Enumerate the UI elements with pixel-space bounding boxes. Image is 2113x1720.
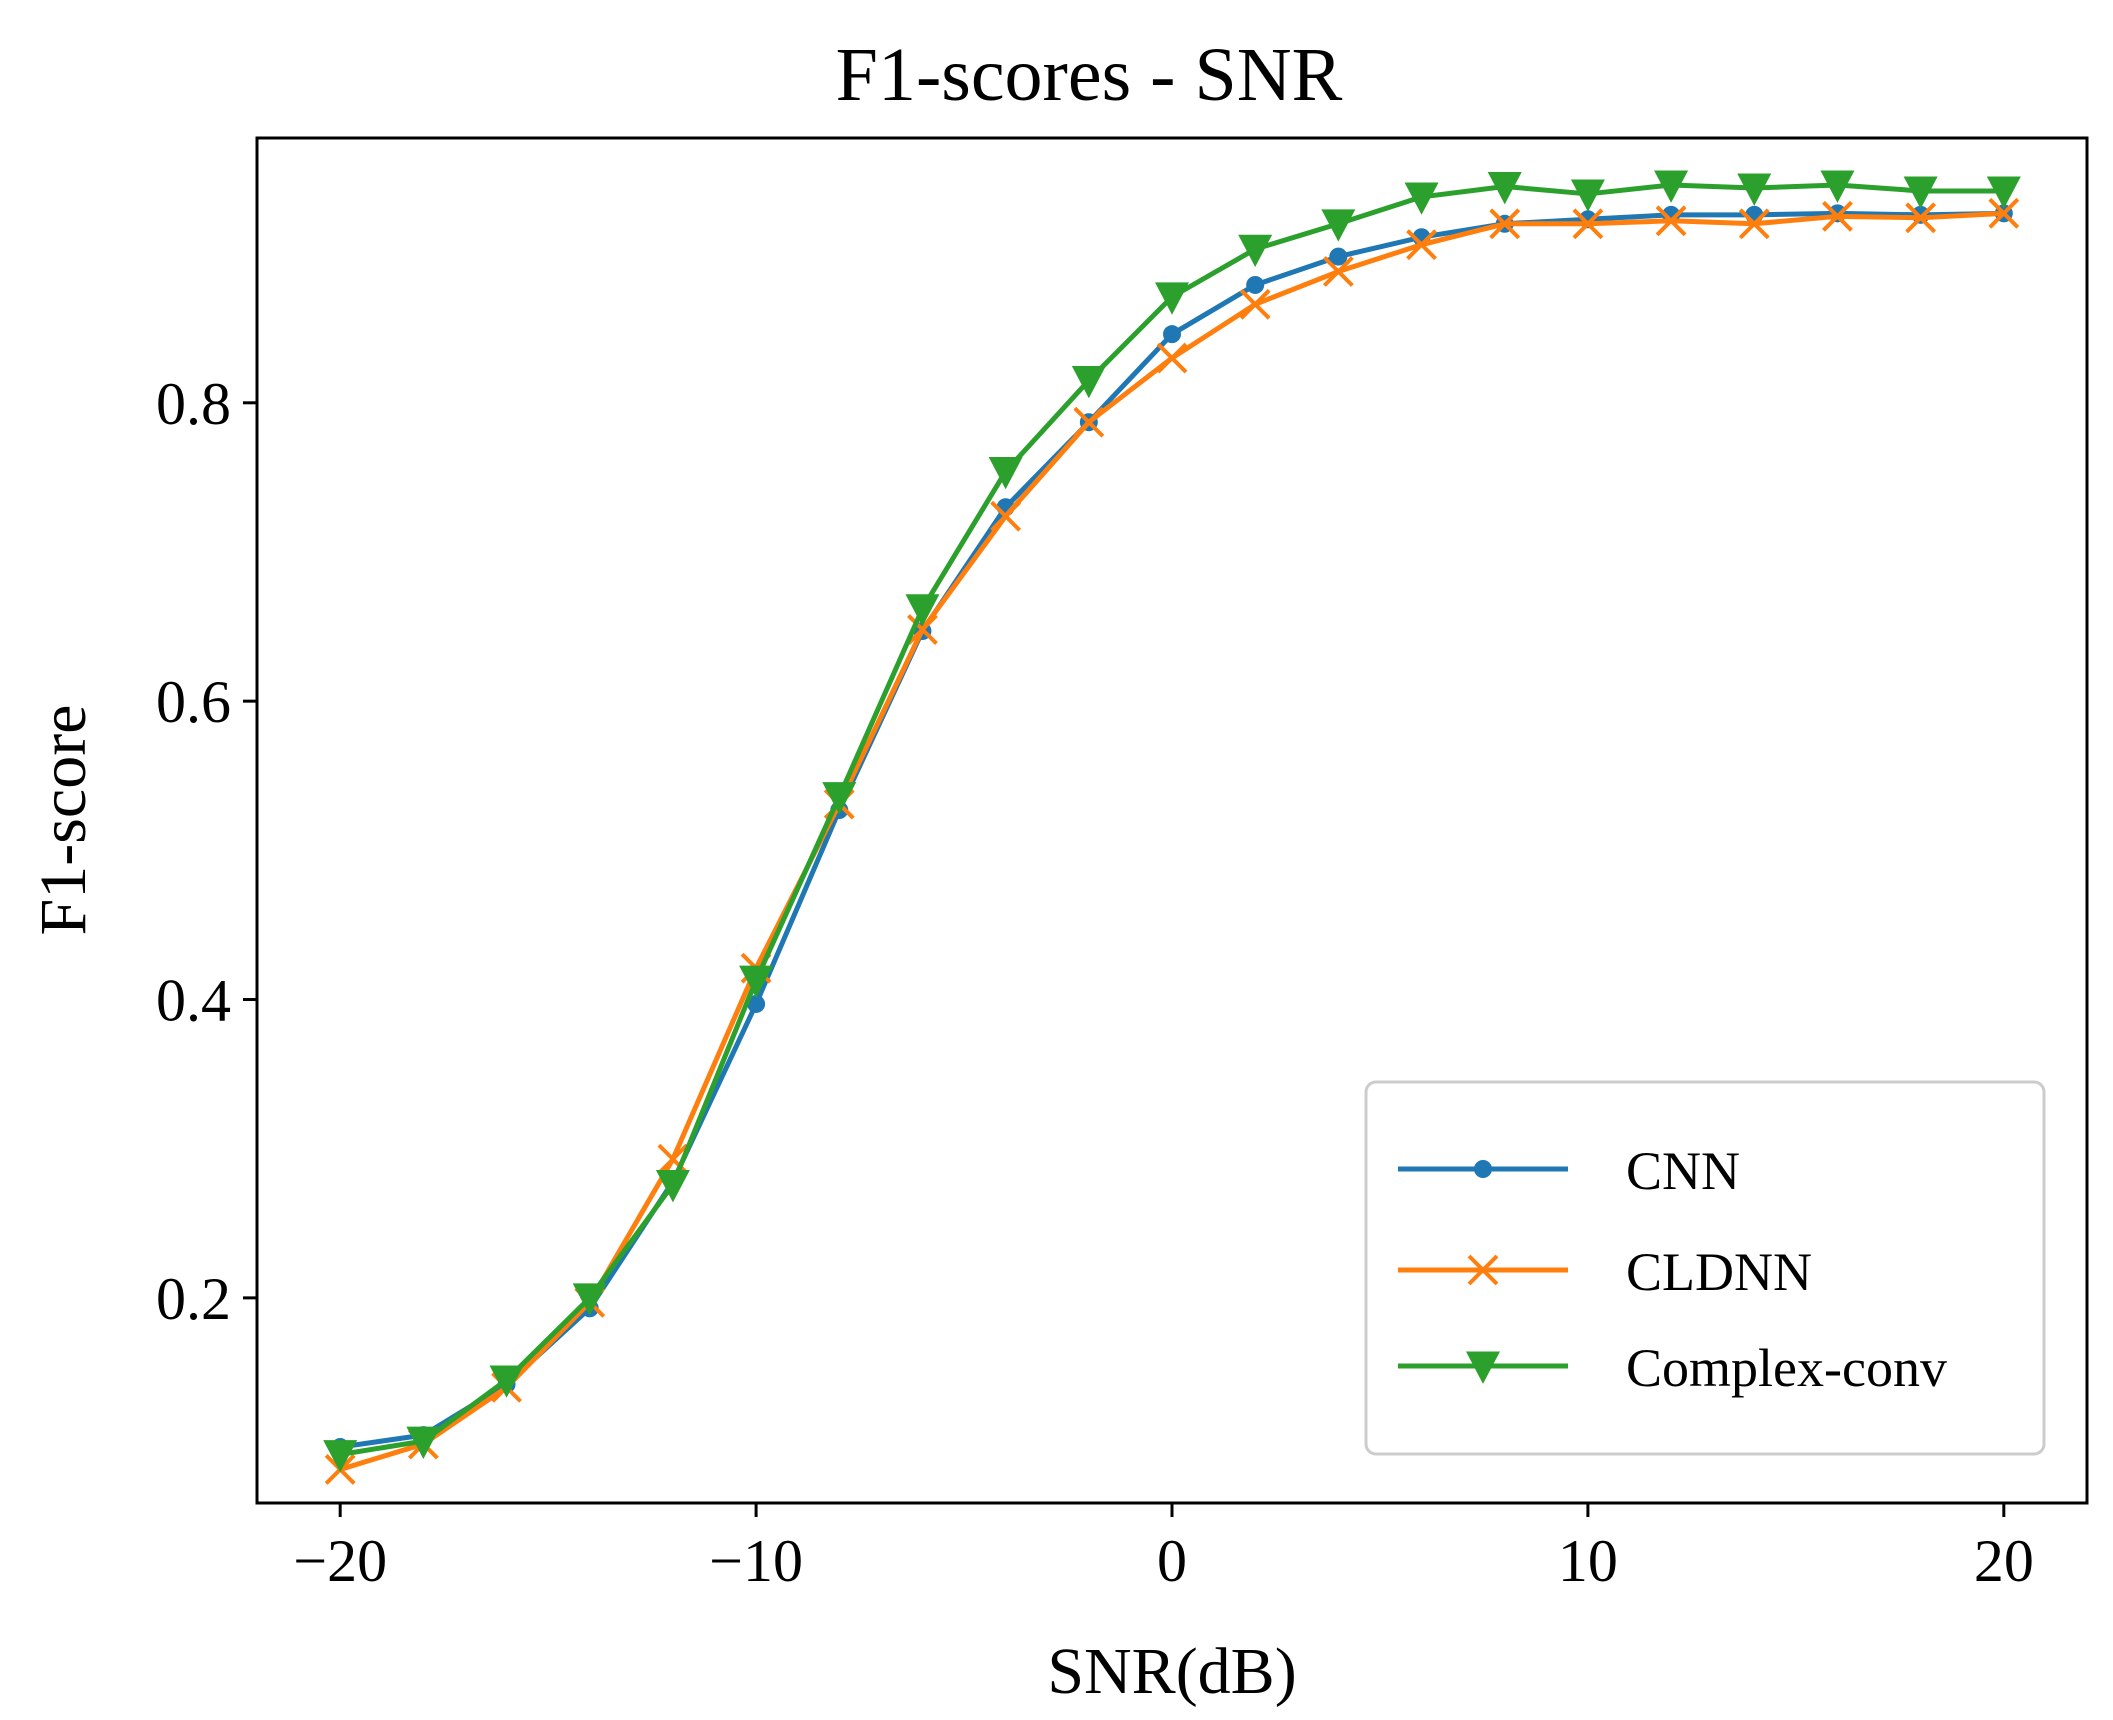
legend-marker-cldnn bbox=[1467, 1254, 1499, 1286]
legend-entry-complex-conv: Complex-conv bbox=[1398, 1338, 1947, 1398]
legend-entry-cldnn: CLDNN bbox=[1398, 1242, 1812, 1302]
legend-marker-complex-conv bbox=[1466, 1351, 1500, 1384]
data-point-cldnn-stroke bbox=[1073, 406, 1105, 438]
data-point-complex-conv bbox=[406, 1426, 441, 1459]
data-point-cldnn bbox=[1988, 197, 2020, 229]
legend-label-cnn: CNN bbox=[1626, 1141, 1740, 1201]
data-point-complex-conv bbox=[1321, 209, 1356, 242]
y-tick-label: 0.2 bbox=[156, 1266, 231, 1332]
legend-entry-cnn: CNN bbox=[1398, 1141, 1740, 1201]
x-tick-label: 20 bbox=[1974, 1528, 2034, 1594]
data-point-complex-conv bbox=[1071, 365, 1106, 399]
data-point-complex-conv bbox=[1404, 182, 1439, 215]
data-point-cldnn bbox=[1322, 256, 1354, 287]
data-point-cnn bbox=[1329, 247, 1348, 266]
data-point-cldnn-stroke bbox=[1738, 208, 1770, 240]
data-point-cldnn bbox=[1572, 208, 1604, 240]
data-point-cldnn-stroke bbox=[1489, 208, 1521, 240]
data-point-cnn bbox=[1163, 325, 1181, 344]
legend-marker-cnn bbox=[1474, 1160, 1492, 1178]
data-point-cldnn bbox=[1489, 208, 1521, 240]
legend-label-complex-conv: Complex-conv bbox=[1626, 1338, 1947, 1398]
data-point-cldnn bbox=[990, 500, 1022, 532]
data-point-cldnn bbox=[1239, 288, 1271, 320]
data-point-complex-conv bbox=[1986, 176, 2021, 209]
data-point-complex-conv bbox=[1654, 170, 1689, 203]
legend-label-cldnn: CLDNN bbox=[1626, 1242, 1812, 1302]
axes-layer: −20 −10 0 10 20 0.2 0.4 0.6 0.8 bbox=[156, 371, 2034, 1594]
data-point-cldnn-stroke bbox=[1322, 256, 1354, 287]
data-point-cldnn-stroke bbox=[1905, 202, 1937, 234]
data-point-cldnn-stroke bbox=[1572, 208, 1604, 240]
data-point-complex-conv bbox=[1903, 176, 1938, 209]
data-point-complex-conv bbox=[489, 1365, 524, 1398]
data-point-cldnn-stroke bbox=[1156, 342, 1188, 374]
data-point-cldnn-stroke bbox=[1988, 197, 2020, 229]
data-point-complex-conv bbox=[572, 1283, 607, 1316]
data-point-cldnn bbox=[1738, 208, 1770, 240]
data-point-cldnn bbox=[1156, 342, 1188, 374]
data-point-cldnn-stroke bbox=[657, 1143, 689, 1175]
data-point-cldnn-stroke bbox=[907, 614, 938, 645]
data-point-complex-conv bbox=[905, 594, 940, 627]
data-point-complex-conv bbox=[988, 456, 1023, 490]
data-point-complex-conv bbox=[655, 1170, 690, 1203]
data-point-cldnn bbox=[1905, 202, 1937, 234]
series-complex-conv bbox=[323, 170, 2021, 1473]
data-point-complex-conv bbox=[822, 782, 857, 815]
data-point-cldnn-stroke bbox=[1406, 229, 1437, 261]
data-point-complex-conv bbox=[323, 1440, 358, 1473]
data-point-complex-conv bbox=[1820, 170, 1855, 203]
data-point-cldnn bbox=[907, 614, 938, 645]
data-point-complex-conv bbox=[1155, 282, 1189, 315]
data-point-cldnn-stroke bbox=[1239, 288, 1271, 320]
x-tick-label: 10 bbox=[1558, 1528, 1618, 1594]
data-point-cnn bbox=[747, 994, 766, 1013]
data-point-cldnn bbox=[1073, 406, 1105, 438]
y-axis-label: F1-score bbox=[27, 705, 100, 936]
data-point-cldnn bbox=[1822, 200, 1853, 232]
data-point-cnn bbox=[1828, 204, 1847, 223]
data-point-cldnn bbox=[1655, 205, 1687, 237]
data-point-cldnn-stroke bbox=[1655, 205, 1687, 237]
chart-title: F1-scores - SNR bbox=[836, 33, 1343, 117]
y-tick-label: 0.6 bbox=[156, 669, 231, 735]
data-point-complex-conv bbox=[1238, 234, 1273, 267]
legend-box bbox=[1364, 1080, 2046, 1456]
series-layer bbox=[323, 170, 2021, 1485]
data-point-cldnn-stroke bbox=[1822, 200, 1853, 232]
data-point-complex-conv bbox=[1737, 173, 1772, 206]
legend: CNN CLDNN Complex-conv bbox=[1364, 1080, 2046, 1456]
legend-entries: CNN CLDNN Complex-conv bbox=[1398, 1141, 1947, 1398]
data-point-cnn bbox=[1246, 275, 1265, 294]
y-tick-label: 0.8 bbox=[156, 371, 231, 437]
data-point-complex-conv bbox=[1487, 172, 1522, 205]
data-point-complex-conv bbox=[1570, 179, 1605, 212]
x-axis-label: SNR(dB) bbox=[1047, 1635, 1296, 1708]
x-tick-label: −10 bbox=[709, 1528, 803, 1594]
data-point-cldnn-stroke bbox=[990, 500, 1022, 532]
x-tick-label: −20 bbox=[293, 1528, 387, 1594]
legend-marker-cldnn-stroke bbox=[1467, 1254, 1499, 1286]
data-point-complex-conv bbox=[739, 965, 774, 998]
x-tick-label: 0 bbox=[1157, 1528, 1187, 1594]
data-point-cldnn bbox=[657, 1143, 689, 1175]
data-point-cldnn bbox=[1406, 229, 1437, 261]
y-tick-label: 0.4 bbox=[156, 968, 231, 1034]
